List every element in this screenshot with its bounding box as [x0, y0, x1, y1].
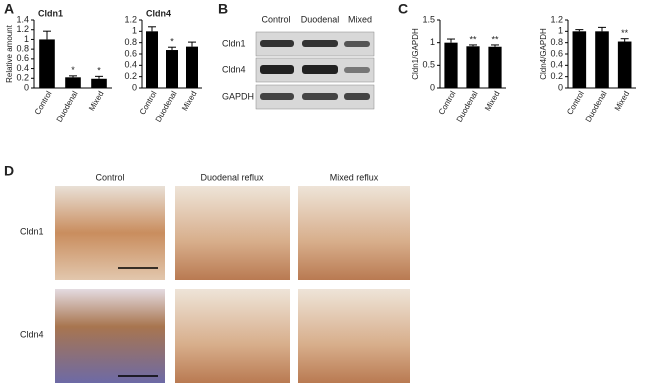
- y-tick-label: 1.5: [422, 14, 435, 24]
- x-tick-label: Duodenal: [455, 89, 480, 123]
- micrograph: [175, 289, 290, 383]
- histology-column-label: Duodenal reflux: [200, 172, 264, 182]
- y-tick-label: 0: [24, 82, 29, 92]
- blot-row-label: Cldn4: [222, 64, 246, 74]
- histology-column-label: Mixed reflux: [330, 172, 379, 182]
- blot-band: [302, 65, 338, 74]
- bar: [91, 78, 107, 88]
- blot-row-label: Cldn1: [222, 38, 246, 48]
- y-tick-label: 1: [24, 34, 29, 44]
- x-tick-label: Mixed: [180, 90, 198, 113]
- y-tick-label: 0.4: [16, 63, 29, 73]
- x-tick-label: Mixed: [613, 90, 631, 113]
- y-tick-label: 1.2: [16, 24, 29, 34]
- bar: [186, 46, 198, 88]
- histology-column-label: Control: [95, 172, 124, 182]
- y-axis-label: Relative amount: [5, 24, 14, 83]
- y-tick-label: 1.2: [124, 14, 137, 24]
- micrograph: [298, 186, 410, 280]
- y-tick-label: 0.8: [550, 37, 563, 47]
- y-tick-label: 0.8: [16, 44, 29, 54]
- x-tick-label: Mixed: [483, 90, 501, 113]
- histology-row-label: Cldn1: [20, 226, 44, 236]
- y-tick-label: 1: [558, 26, 563, 36]
- panel-letter: B: [218, 1, 228, 17]
- chart-title: Cldn1: [38, 8, 63, 18]
- micrograph: [55, 186, 165, 280]
- x-tick-label: Duodenal: [55, 89, 80, 123]
- significance-mark: **: [621, 28, 629, 38]
- x-tick-label: Duodenal: [584, 89, 609, 123]
- y-tick-label: 0.8: [124, 37, 137, 47]
- blot-band: [344, 93, 370, 100]
- x-tick-label: Control: [138, 89, 159, 116]
- blot-column-label: Duodenal: [301, 14, 340, 24]
- bar: [488, 46, 502, 88]
- bar: [617, 41, 632, 88]
- y-tick-label: 0.4: [124, 60, 137, 70]
- x-tick-label: Control: [437, 89, 458, 116]
- y-tick-label: 0.5: [422, 60, 435, 70]
- y-tick-label: 0.4: [550, 60, 563, 70]
- western-blot: Control Duodenal Mixed Cldn1 Cldn4 GAPDH: [222, 14, 375, 110]
- bar: [166, 50, 178, 88]
- blot-band: [260, 65, 294, 74]
- y-tick-label: 0: [430, 82, 435, 92]
- y-tick-label: 1: [430, 37, 435, 47]
- blot-band: [302, 93, 338, 100]
- y-tick-label: 0.6: [124, 48, 137, 58]
- bar: [572, 31, 587, 88]
- blot-column-label: Mixed: [348, 14, 372, 24]
- blot-row-label: GAPDH: [222, 91, 254, 101]
- y-tick-label: 0.2: [16, 73, 29, 83]
- y-tick-label: 1.2: [550, 14, 563, 24]
- y-tick-label: 0.2: [124, 71, 137, 81]
- blot-band: [344, 67, 370, 73]
- histology: Control Duodenal reflux Mixed reflux Cld…: [20, 172, 410, 383]
- bar: [39, 39, 55, 88]
- y-tick-label: 0: [132, 82, 137, 92]
- y-tick-label: 1.4: [16, 14, 29, 24]
- significance-mark: **: [469, 34, 477, 44]
- y-axis-label: Cldn1/GAPDH: [411, 28, 420, 80]
- y-tick-label: 0.2: [550, 71, 563, 81]
- micrograph: [175, 186, 290, 280]
- blot-column-label: Control: [261, 14, 290, 24]
- chart-title: Cldn4: [146, 8, 171, 18]
- bar: [444, 42, 458, 88]
- significance-mark: *: [71, 65, 75, 75]
- micrograph: [298, 289, 410, 383]
- panel-letter: D: [4, 163, 14, 179]
- bar: [65, 77, 81, 88]
- bar: [595, 31, 609, 88]
- x-tick-label: Mixed: [87, 90, 105, 113]
- bar: [146, 31, 158, 88]
- y-tick-label: 0: [558, 82, 563, 92]
- blot-band: [302, 40, 338, 47]
- blot-band: [260, 93, 294, 100]
- blot-band: [260, 40, 294, 47]
- histology-row-label: Cldn4: [20, 329, 44, 339]
- panel-letter: A: [4, 1, 14, 17]
- significance-mark: *: [97, 66, 101, 76]
- y-tick-label: 0.6: [550, 48, 563, 58]
- x-tick-label: Control: [565, 89, 586, 116]
- micrograph: [55, 289, 165, 383]
- x-tick-label: Control: [33, 89, 54, 116]
- bar: [466, 46, 480, 88]
- y-tick-label: 0.6: [16, 53, 29, 63]
- panel-letter: C: [398, 1, 408, 17]
- y-tick-label: 1: [132, 26, 137, 36]
- y-axis-label: Cldn4/GAPDH: [539, 28, 548, 80]
- blot-band: [344, 41, 370, 47]
- significance-mark: *: [170, 37, 174, 47]
- significance-mark: **: [491, 34, 499, 44]
